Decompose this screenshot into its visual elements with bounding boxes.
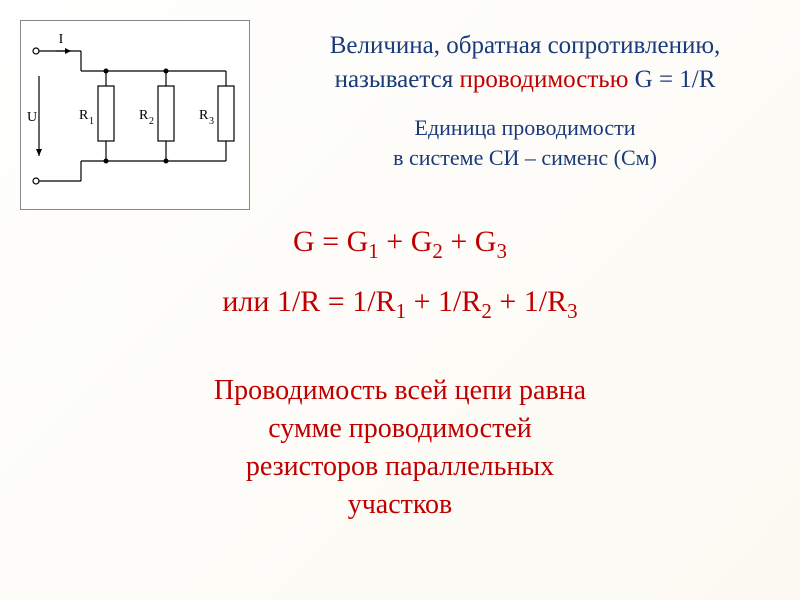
conclusion-line1: Проводимость всей цепи равна	[0, 375, 800, 407]
line2-term: проводимостью	[459, 66, 628, 93]
definition-line1: Величина, обратная сопротивлению,	[270, 32, 780, 60]
label-I: I	[59, 32, 64, 47]
line2-prefix: называется	[335, 66, 460, 93]
unit-line2: в системе СИ – сименс (См)	[270, 145, 780, 171]
circuit-diagram: I R 1 R 2 R 3 U	[20, 20, 250, 210]
label-R1-sub: 1	[89, 116, 94, 127]
formula-resistance: или 1/R = 1/R1 + 1/R2 + 1/R3	[0, 285, 800, 324]
formula-conductance: G = G1 + G2 + G3	[0, 225, 800, 264]
label-R2: R	[139, 108, 149, 123]
definition-line2: называется проводимостью G = 1/R	[270, 66, 780, 94]
label-R2-sub: 2	[149, 116, 154, 127]
line2-formula: G = 1/R	[628, 66, 715, 93]
unit-line1: Единица проводимости	[270, 115, 780, 141]
conclusion-line3: резисторов параллельных	[0, 451, 800, 483]
conclusion-line2: сумме проводимостей	[0, 413, 800, 445]
label-R1: R	[79, 108, 89, 123]
label-R3-sub: 3	[209, 116, 214, 127]
label-U: U	[27, 110, 37, 125]
label-R3: R	[199, 108, 209, 123]
conclusion-line4: участков	[0, 489, 800, 521]
